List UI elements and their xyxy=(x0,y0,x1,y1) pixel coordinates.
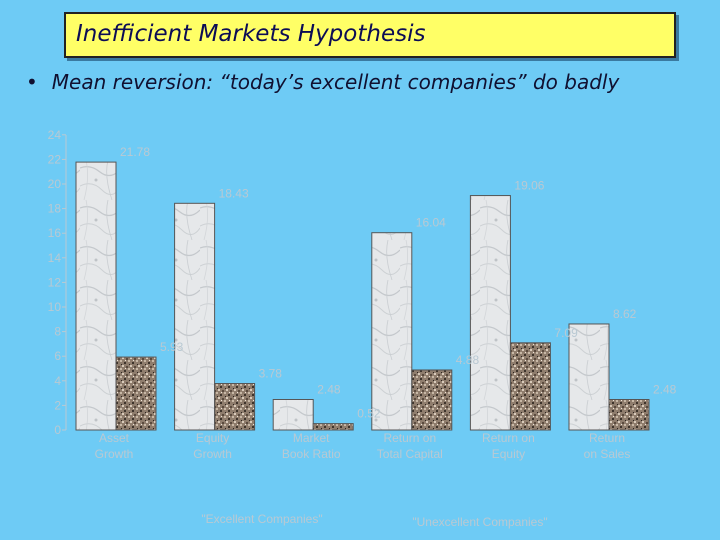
category-label-3-line1: Total Capital xyxy=(377,447,443,461)
bar-s0-c0 xyxy=(75,161,117,431)
category-label-0-line1: Growth xyxy=(95,447,134,461)
category-label-4-line1: Equity xyxy=(492,447,525,461)
value-label-s0-c1: 18.43 xyxy=(219,186,249,200)
y-tick-label-10: 10 xyxy=(48,300,62,314)
y-tick-label-16: 16 xyxy=(48,226,62,240)
bar-s1-c0 xyxy=(115,356,157,431)
category-label-0-line0: Asset xyxy=(99,431,130,445)
bullet-dot-icon: • xyxy=(26,70,38,94)
legend-unexcellent: "Unexcellent Companies" xyxy=(412,515,547,529)
value-label-s1-c0: 5.93 xyxy=(160,340,184,354)
y-tick-label-18: 18 xyxy=(48,202,62,216)
bar-s1-c2 xyxy=(312,423,354,431)
value-label-s1-c3: 4.88 xyxy=(456,353,480,367)
y-tick-label-24: 24 xyxy=(48,128,62,142)
value-label-s1-c2: 0.52 xyxy=(357,407,381,421)
y-tick-label-8: 8 xyxy=(54,325,61,339)
y-tick-label-12: 12 xyxy=(48,275,62,289)
y-tick-label-4: 4 xyxy=(54,374,61,388)
legend-excellent: "Excellent Companies" xyxy=(201,512,322,526)
value-label-s1-c5: 2.48 xyxy=(653,382,677,396)
value-label-s0-c2: 2.48 xyxy=(317,382,341,396)
value-label-s1-c1: 3.78 xyxy=(259,367,283,381)
value-label-s1-c4: 7.09 xyxy=(554,326,578,340)
slide-title: Inefficient Markets Hypothesis xyxy=(76,21,426,47)
y-tick-label-0: 0 xyxy=(54,423,61,437)
y-tick-label-2: 2 xyxy=(54,398,61,412)
legend: "Excellent Companies" "Unexcellent Compa… xyxy=(201,512,547,529)
bar-s0-c4 xyxy=(469,195,511,431)
y-tick-label-20: 20 xyxy=(48,177,62,191)
category-label-5-line0: Return xyxy=(589,431,625,445)
title-box: Inefficient Markets Hypothesis xyxy=(64,12,676,58)
category-label-1-line1: Growth xyxy=(193,447,232,461)
labels-group: 21.78 5.93 Asset Growth 18.43 3.78 Equity Growt… xyxy=(95,145,677,461)
value-label-s0-c3: 16.04 xyxy=(416,216,446,230)
bar-s1-c3 xyxy=(411,369,453,431)
category-label-2-line1: Book Ratio xyxy=(282,447,341,461)
y-tick-label-22: 22 xyxy=(48,152,62,166)
bullet-point: • Mean reversion: “today’s excellent comp… xyxy=(26,70,619,94)
bar-s0-c2 xyxy=(272,398,314,431)
category-label-2-line0: Market xyxy=(293,431,330,445)
bar-s1-c5 xyxy=(608,398,650,431)
y-tick-label-6: 6 xyxy=(54,349,61,363)
category-label-4-line0: Return on xyxy=(482,431,535,445)
bar-s1-c4 xyxy=(509,342,551,431)
value-label-s0-c5: 8.62 xyxy=(613,307,637,321)
bar-s1-c1 xyxy=(214,383,256,431)
category-label-3-line0: Return on xyxy=(383,431,436,445)
bullet-text: Mean reversion: “today’s excellent compa… xyxy=(51,70,620,94)
value-label-s0-c0: 21.78 xyxy=(120,145,150,159)
category-label-5-line1: on Sales xyxy=(584,447,631,461)
y-tick-label-14: 14 xyxy=(48,251,62,265)
bar-s0-c5 xyxy=(568,323,610,431)
value-label-s0-c4: 19.06 xyxy=(514,179,544,193)
category-label-1-line0: Equity xyxy=(196,431,229,445)
bar-s0-c1 xyxy=(174,202,216,431)
bars-group xyxy=(75,161,650,431)
bar-s0-c3 xyxy=(371,232,413,431)
